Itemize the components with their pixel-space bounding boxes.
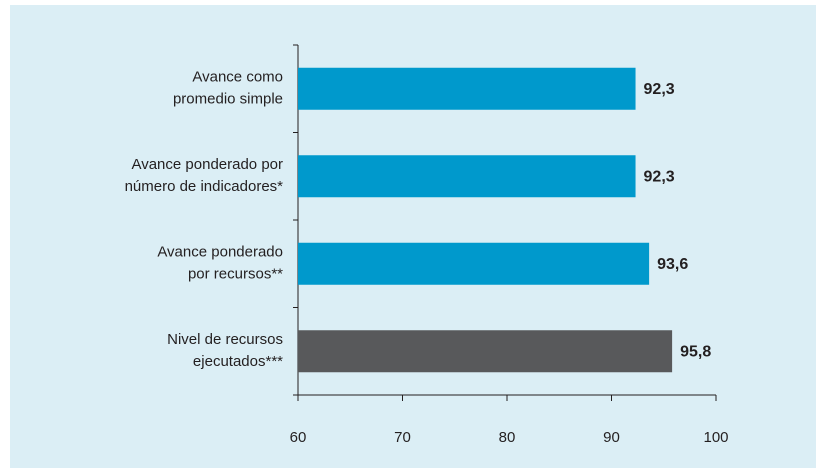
y-tick-label: Avance ponderado — [157, 244, 283, 261]
y-tick-label: por recursos** — [188, 266, 283, 283]
y-tick-label: número de indicadores* — [125, 178, 284, 195]
x-tick-label: 80 — [499, 429, 516, 446]
bar — [298, 155, 636, 198]
value-label: 92,3 — [644, 81, 675, 98]
y-tick-label: promedio simple — [173, 91, 283, 108]
x-tick-label: 90 — [603, 429, 620, 446]
value-label: 93,6 — [657, 256, 688, 273]
x-tick-label: 60 — [290, 429, 307, 446]
y-tick-label: Avance como — [192, 69, 283, 86]
bar — [298, 242, 650, 285]
y-tick-label: Nivel de recursos — [167, 331, 283, 348]
bar — [298, 67, 636, 110]
value-label: 95,8 — [680, 343, 711, 360]
x-tick-label: 70 — [394, 429, 411, 446]
y-tick-label: Avance ponderado por — [131, 156, 283, 173]
y-tick-label: ejecutados*** — [193, 353, 283, 370]
value-label: 92,3 — [644, 168, 675, 185]
bar — [298, 330, 673, 373]
x-tick-label: 100 — [703, 429, 728, 446]
